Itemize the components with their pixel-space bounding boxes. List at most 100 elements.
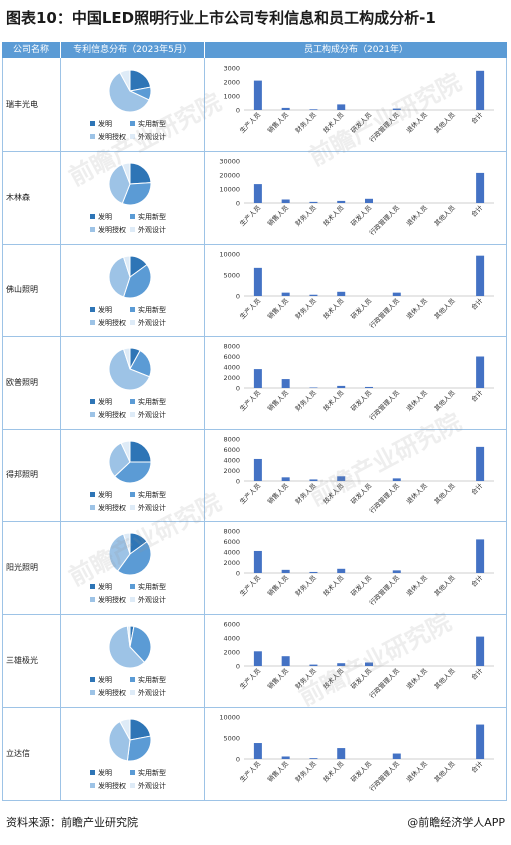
legend-label: 实用新型 xyxy=(138,491,166,499)
bar xyxy=(337,291,346,296)
pie-slice xyxy=(129,440,152,463)
legend-label: 外观设计 xyxy=(138,596,166,604)
bar xyxy=(309,109,318,110)
legend-item: 实用新型 xyxy=(130,583,166,592)
x-tick-label: 销售人员 xyxy=(265,573,290,598)
legend-item: 实用新型 xyxy=(130,306,166,315)
legend-swatch xyxy=(130,214,135,219)
brand-note: @前瞻经济学人APP xyxy=(407,816,505,829)
bar xyxy=(253,80,262,110)
legend-swatch xyxy=(90,412,95,417)
x-tick-label: 研发人员 xyxy=(349,296,374,321)
y-tick-label: 2000 xyxy=(223,374,240,382)
legend-label: 外观设计 xyxy=(138,689,166,697)
x-tick-label: 财务人员 xyxy=(293,388,318,413)
legend-label: 发明授权 xyxy=(98,596,126,604)
y-tick-label: 4000 xyxy=(223,457,240,465)
x-tick-label: 其他人员 xyxy=(432,296,457,321)
patent-pie xyxy=(108,440,152,484)
legend-label: 实用新型 xyxy=(138,306,166,314)
x-tick-label: 技术人员 xyxy=(321,203,346,228)
legend-label: 发明 xyxy=(98,398,112,406)
company-name: 佛山照明 xyxy=(6,285,38,294)
bar xyxy=(309,664,318,666)
legend-swatch xyxy=(90,597,95,602)
y-tick-label: 6000 xyxy=(223,446,240,454)
x-tick-label: 研发人员 xyxy=(349,759,374,784)
y-tick-label: 8000 xyxy=(223,528,240,536)
pie-slice xyxy=(108,625,146,669)
y-tick-label: 30000 xyxy=(219,158,240,166)
bar xyxy=(281,569,290,573)
x-tick-label: 其他人员 xyxy=(432,573,457,598)
company-name: 欧普照明 xyxy=(6,377,38,387)
legend-label: 发明授权 xyxy=(98,782,126,790)
legend-label: 发明授权 xyxy=(98,411,126,419)
pie-slice xyxy=(129,162,152,185)
legend-item: 发明授权 xyxy=(90,411,126,420)
legend-label: 发明 xyxy=(98,306,112,314)
bar xyxy=(337,476,346,481)
bar xyxy=(365,386,373,388)
bar xyxy=(281,292,290,296)
source-note: 资料来源：前瞻产业研究院 xyxy=(6,816,138,829)
x-tick-label: 技术人员 xyxy=(321,666,346,691)
legend-item: 外观设计 xyxy=(130,504,166,513)
x-tick-label: 销售人员 xyxy=(265,296,290,321)
staff-bar-chart: 0 2000 4000 6000 8000 生产人员 销售人员 财务人员 技术人员 研发人员行政管… xyxy=(223,436,494,515)
bar xyxy=(476,446,485,481)
x-tick-label: 财务人员 xyxy=(293,573,318,598)
legend-label: 发明授权 xyxy=(98,133,126,141)
bar xyxy=(309,387,318,388)
y-tick-label: 0 xyxy=(236,756,240,764)
x-tick-label: 生产人员 xyxy=(238,110,263,135)
legend-item: 实用新型 xyxy=(130,769,166,778)
bar xyxy=(253,267,262,296)
y-tick-label: 10000 xyxy=(219,714,240,722)
company-name: 木林森 xyxy=(6,192,30,202)
legend-swatch xyxy=(90,677,95,682)
pie-slice xyxy=(119,69,131,92)
bar xyxy=(281,199,290,203)
bar xyxy=(392,753,401,759)
legend-item: 发明授权 xyxy=(90,226,126,235)
legend-label: 实用新型 xyxy=(138,120,166,128)
row-divider xyxy=(2,336,507,337)
legend-label: 发明 xyxy=(98,583,112,591)
x-tick-label: 研发人员 xyxy=(349,110,374,135)
x-tick-label: 退休人员 xyxy=(404,481,429,506)
bar xyxy=(476,70,485,110)
header-staff: 员工构成分布（2021年） xyxy=(205,42,507,58)
bar xyxy=(392,292,401,296)
pie-slice xyxy=(113,461,152,484)
legend-swatch xyxy=(130,770,135,775)
legend-item: 外观设计 xyxy=(130,319,166,328)
y-tick-label: 0 xyxy=(236,107,240,115)
x-tick-label: 退休人员 xyxy=(404,110,429,135)
x-tick-label: 退休人员 xyxy=(404,203,429,228)
bar xyxy=(337,568,346,573)
legend-item: 发明 xyxy=(90,769,112,778)
legend-swatch xyxy=(90,214,95,219)
x-tick-label: 行政管理人员 xyxy=(367,203,401,237)
y-tick-label: 0 xyxy=(236,663,240,671)
legend-swatch xyxy=(130,584,135,589)
legend-label: 发明 xyxy=(98,213,112,221)
legend-item: 外观设计 xyxy=(130,226,166,235)
y-tick-label: 20000 xyxy=(219,172,240,180)
table-vline xyxy=(204,58,205,800)
pie-slice xyxy=(126,735,152,762)
legend-item: 实用新型 xyxy=(130,676,166,685)
legend-swatch xyxy=(90,505,95,510)
bar xyxy=(392,108,401,110)
staff-bar-chart: 0 10000 20000 30000 生产人员 销售人员 财务人员 技术人员 研发人员行政管理… xyxy=(219,158,494,237)
x-tick-label: 研发人员 xyxy=(349,666,374,691)
legend-item: 发明授权 xyxy=(90,782,126,791)
y-tick-label: 3000 xyxy=(223,65,240,73)
bar xyxy=(281,107,290,110)
legend-label: 发明授权 xyxy=(98,689,126,697)
x-tick-label: 研发人员 xyxy=(349,573,374,598)
legend-item: 发明 xyxy=(90,398,112,407)
legend-item: 外观设计 xyxy=(130,782,166,791)
bar xyxy=(476,172,485,203)
